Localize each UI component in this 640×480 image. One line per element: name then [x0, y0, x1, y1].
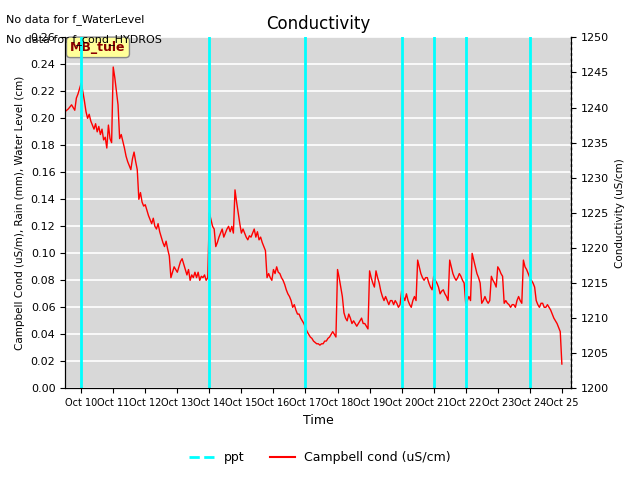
Y-axis label: Campbell Cond (uS/m), Rain (mm), Water Level (cm): Campbell Cond (uS/m), Rain (mm), Water L… [15, 76, 25, 350]
Text: No data for f_WaterLevel: No data for f_WaterLevel [6, 14, 145, 25]
X-axis label: Time: Time [303, 414, 333, 427]
Legend: ppt, Campbell cond (uS/cm): ppt, Campbell cond (uS/cm) [184, 446, 456, 469]
Title: Conductivity: Conductivity [266, 15, 371, 33]
Text: MB_tule: MB_tule [70, 41, 125, 54]
Text: No data for f_cond_HYDROS: No data for f_cond_HYDROS [6, 34, 163, 45]
Y-axis label: Conductivity (uS/cm): Conductivity (uS/cm) [615, 158, 625, 268]
